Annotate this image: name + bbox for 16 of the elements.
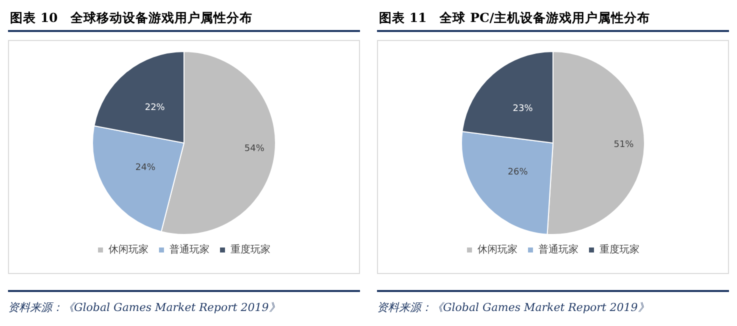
legend-label: 普通玩家: [538, 244, 578, 256]
chart-title: 图表 11 全球 PC/主机设备游戏用户属性分布: [377, 0, 729, 32]
data-label: 26%: [508, 168, 528, 178]
legend-label: 休闲玩家: [478, 244, 518, 256]
text: 资料来源：《Global Games Market Report 2019》: [8, 300, 281, 315]
data-label: 23%: [512, 104, 534, 114]
text: 资料来源：《Global Games Market Report 2019》: [377, 300, 650, 315]
legend-label: 休闲玩家: [108, 244, 148, 256]
data-label: 22%: [144, 103, 166, 114]
chart-title: 图表 10 全球移动设备游戏用户属性分布: [8, 0, 360, 32]
data-label: 54%: [244, 144, 265, 154]
legend-label: 普通玩家: [170, 244, 210, 256]
data-label: 51%: [614, 140, 634, 150]
legend-label: 重度玩家: [230, 244, 270, 256]
data-label: 24%: [135, 162, 156, 173]
legend-label: 重度玩家: [600, 244, 640, 256]
